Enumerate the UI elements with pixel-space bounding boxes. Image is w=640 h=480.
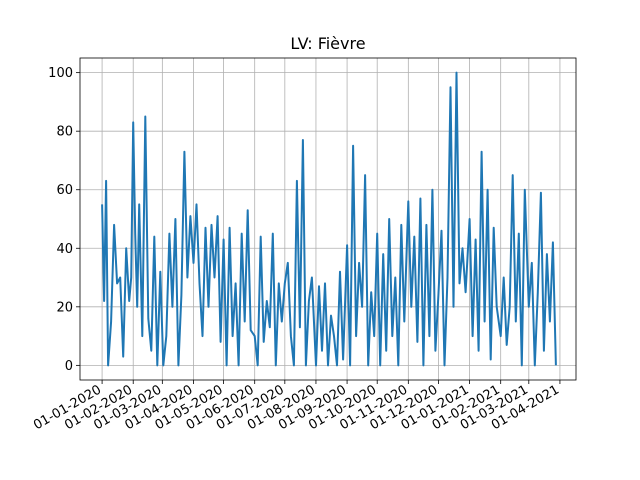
plot-area-frame bbox=[79, 57, 577, 381]
y-tick-label: 100 bbox=[48, 66, 73, 81]
y-axis-ticks bbox=[76, 72, 80, 366]
y-tick-label: 60 bbox=[56, 183, 73, 198]
y-tick-label: 80 bbox=[56, 125, 73, 140]
series-group bbox=[101, 71, 557, 367]
y-axis-tick-labels: 0 20 40 60 80 100 bbox=[48, 66, 73, 374]
x-axis-ticks bbox=[101, 380, 561, 384]
x-axis-tick-labels: 01-01-202001-02-202001-03-202001-04-2020… bbox=[31, 382, 562, 433]
series-line-0 bbox=[101, 71, 557, 367]
y-tick-label: 20 bbox=[56, 300, 73, 315]
y-tick-label: 40 bbox=[56, 242, 73, 257]
chart-title: LV: Fièvre bbox=[290, 34, 365, 53]
y-tick-label: 0 bbox=[65, 359, 73, 374]
